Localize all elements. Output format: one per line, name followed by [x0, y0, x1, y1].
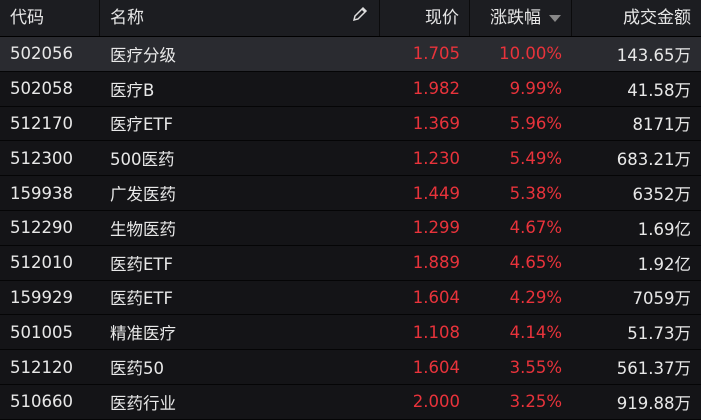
cell-code: 510660 [10, 392, 73, 412]
cell-change: 4.67% [509, 218, 562, 238]
table-row[interactable]: 501005 精准医疗 1.108 4.14% 51.73万 [0, 315, 701, 351]
cell-price: 1.705 [412, 44, 460, 64]
table-row[interactable]: 510660 医药行业 2.000 3.25% 919.88万 [0, 384, 701, 420]
cell-price: 1.369 [412, 113, 460, 133]
table-row[interactable]: 159929 医药ETF 1.604 4.29% 7059万 [0, 280, 701, 316]
cell-price: 1.889 [412, 253, 460, 273]
cell-change: 3.25% [509, 392, 562, 412]
cell-change: 5.38% [509, 183, 562, 203]
cell-amount: 51.73万 [627, 324, 691, 344]
cell-code: 502056 [10, 44, 73, 64]
cell-change: 3.55% [509, 357, 562, 377]
cell-amount: 7059万 [632, 289, 692, 309]
table-row[interactable]: 502056 医疗分级 1.705 10.00% 143.65万 [0, 37, 701, 72]
cell-change: 5.49% [509, 148, 562, 168]
cell-change: 4.14% [509, 322, 562, 342]
cell-name: 医药行业 [110, 393, 176, 413]
cell-price: 1.604 [412, 357, 460, 377]
cell-code: 512300 [10, 148, 73, 168]
cell-name: 广发医药 [110, 185, 176, 205]
cell-amount: 8171万 [632, 115, 692, 135]
cell-amount: 1.92亿 [637, 254, 691, 274]
cell-amount: 41.58万 [627, 80, 691, 100]
cell-name: 500医药 [110, 150, 175, 170]
header-name[interactable]: 名称 [100, 0, 380, 36]
cell-code: 512010 [10, 253, 73, 273]
cell-code: 502058 [10, 79, 73, 99]
cell-code: 159938 [10, 183, 73, 203]
cell-amount: 919.88万 [616, 393, 691, 413]
table-row[interactable]: 512010 医药ETF 1.889 4.65% 1.92亿 [0, 245, 701, 281]
cell-change: 10.00% [499, 44, 562, 64]
cell-code: 159929 [10, 287, 73, 307]
cell-price: 1.982 [412, 79, 460, 99]
cell-change: 5.96% [509, 113, 562, 133]
cell-change: 4.29% [509, 287, 562, 307]
cell-price: 1.604 [412, 287, 460, 307]
table-row[interactable]: 512170 医疗ETF 1.369 5.96% 8171万 [0, 106, 701, 142]
cell-name: 医药ETF [110, 289, 173, 309]
header-change-label: 涨跌幅 [490, 8, 541, 28]
cell-amount: 6352万 [632, 185, 692, 205]
cell-code: 501005 [10, 322, 73, 342]
table-body: 502056 医疗分级 1.705 10.00% 143.65万 502058 医疗B 1.9… [0, 37, 701, 420]
cell-price: 1.108 [412, 322, 460, 342]
cell-amount: 561.37万 [616, 359, 691, 379]
cell-code: 512120 [10, 357, 73, 377]
header-price[interactable]: 现价 [380, 0, 470, 36]
cell-name: 生物医药 [110, 219, 176, 239]
cell-name: 医疗ETF [110, 115, 173, 135]
header-amount[interactable]: 成交金额 [623, 8, 691, 28]
table-row[interactable]: 512120 医药50 1.604 3.55% 561.37万 [0, 350, 701, 385]
cell-change: 9.99% [509, 79, 562, 99]
header-name-label: 名称 [110, 8, 144, 28]
sort-desc-icon [549, 14, 561, 22]
cell-price: 2.000 [412, 392, 460, 412]
cell-amount: 1.69亿 [637, 219, 691, 239]
cell-name: 医药50 [110, 359, 164, 379]
table-header: 代码 名称 现价 涨跌幅 成交金额 [0, 0, 701, 37]
cell-code: 512170 [10, 113, 73, 133]
cell-price: 1.449 [412, 183, 460, 203]
table-row[interactable]: 512290 生物医药 1.299 4.67% 1.69亿 [0, 210, 701, 246]
cell-code: 512290 [10, 218, 73, 238]
table-row[interactable]: 159938 广发医药 1.449 5.38% 6352万 [0, 176, 701, 211]
cell-price: 1.230 [412, 148, 460, 168]
cell-amount: 143.65万 [616, 45, 691, 65]
pencil-icon[interactable] [351, 0, 369, 36]
cell-price: 1.299 [412, 218, 460, 238]
cell-change: 4.65% [509, 253, 562, 273]
cell-name: 医疗分级 [110, 45, 176, 65]
cell-name: 医疗B [110, 80, 155, 100]
cell-name: 医药ETF [110, 254, 173, 274]
cell-name: 精准医疗 [110, 324, 176, 344]
table-row[interactable]: 512300 500医药 1.230 5.49% 683.21万 [0, 141, 701, 177]
header-change[interactable]: 涨跌幅 [470, 0, 572, 36]
header-code[interactable]: 代码 [0, 0, 100, 36]
cell-amount: 683.21万 [616, 150, 691, 170]
table-row[interactable]: 502058 医疗B 1.982 9.99% 41.58万 [0, 71, 701, 107]
